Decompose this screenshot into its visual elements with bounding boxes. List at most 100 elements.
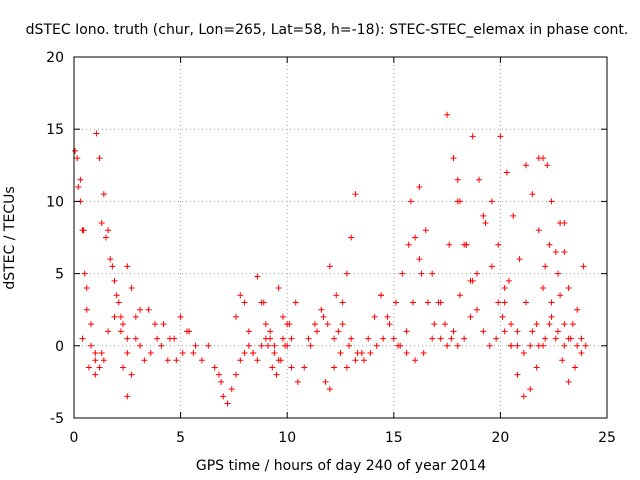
data-point [105,328,112,335]
data-point [448,335,455,342]
data-point [113,292,120,299]
data-point [211,364,218,371]
data-arc [497,133,568,349]
data-point [488,198,495,205]
data-point [418,270,425,277]
data-point [352,357,359,364]
data-point [179,350,186,357]
data-arc [348,241,412,364]
data-point [269,364,276,371]
data-point [337,350,344,357]
data-point [164,357,171,364]
data-point [450,155,457,162]
data-point [574,306,581,313]
data-point [540,155,547,162]
data-point [124,263,131,270]
x-tick-label: 15 [385,430,403,446]
data-point [79,227,86,234]
data-arc [522,162,587,349]
data-point [286,321,293,328]
data-point [145,306,152,313]
data-point [403,328,410,335]
data-point [354,350,361,357]
data-point [173,357,180,364]
data-point [205,342,212,349]
data-point [183,328,190,335]
data-point [241,299,248,306]
data-point [88,342,95,349]
data-point [254,273,261,280]
data-arc [488,198,553,357]
y-tick-label: 5 [55,267,64,283]
data-point [117,328,124,335]
data-point [314,328,321,335]
data-point [409,299,416,306]
data-point [578,335,585,342]
data-arc [557,220,589,357]
data-point [386,321,393,328]
data-point [100,357,107,364]
data-arc [145,306,197,364]
data-point [224,400,231,407]
data-point [405,241,412,248]
data-point [277,357,284,364]
data-point [241,350,248,357]
data-point [348,335,355,342]
data-point [92,350,99,357]
data-point [514,371,521,378]
data-point [279,313,286,320]
data-point [565,285,572,292]
data-point [514,342,521,349]
data-point [360,357,367,364]
data-point [527,386,534,393]
data-point [501,285,508,292]
data-point [343,270,350,277]
data-point [514,328,521,335]
data-point [348,234,355,241]
data-point [85,364,92,371]
data-point [508,342,515,349]
data-point [115,299,122,306]
y-axis-label: dSTEC / TECUs [2,186,18,289]
data-arc [275,285,327,385]
data-point [508,321,515,328]
data-point [378,292,385,299]
data-point [352,191,359,198]
data-point [544,162,551,169]
data-point [275,285,282,292]
data-point [431,321,438,328]
data-point [339,321,346,328]
data-point [365,335,372,342]
data-point [395,342,402,349]
data-point [446,241,453,248]
data-point [324,321,331,328]
data-point [437,335,444,342]
data-point [480,328,487,335]
data-point [160,321,167,328]
data-arc [378,256,423,349]
data-point [79,335,86,342]
data-point [111,313,118,320]
data-point [522,299,529,306]
data-point [572,364,579,371]
data-point [416,256,423,263]
x-tick-label: 20 [491,430,509,446]
data-point [486,342,493,349]
data-point [429,270,436,277]
data-point [520,350,527,357]
data-point [215,371,222,378]
data-point [250,350,257,357]
data-point [527,342,534,349]
data-point [124,393,131,400]
data-point [473,270,480,277]
data-point [343,364,350,371]
data-point [533,321,540,328]
data-point [559,357,566,364]
data-point [331,364,338,371]
data-point [476,176,483,183]
data-point [380,335,387,342]
data-point [497,133,504,140]
data-point [105,227,112,234]
data-point [307,342,314,349]
data-point [326,263,333,270]
